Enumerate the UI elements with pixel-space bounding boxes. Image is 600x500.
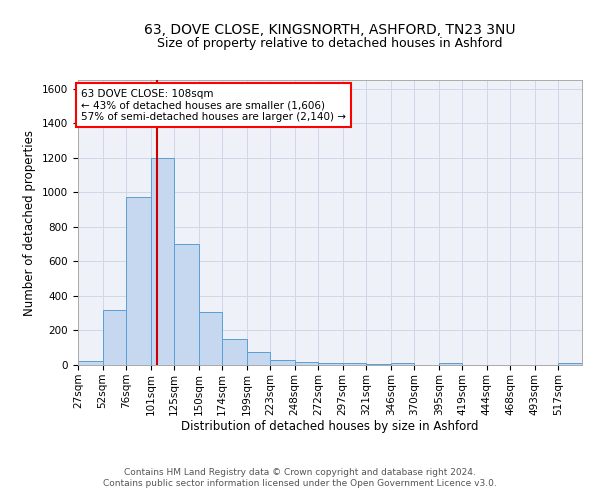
Bar xyxy=(126,198,151,365)
Y-axis label: Number of detached properties: Number of detached properties xyxy=(23,130,37,316)
Text: Size of property relative to detached houses in Ashford: Size of property relative to detached ho… xyxy=(157,38,503,51)
Bar xyxy=(247,352,270,365)
Bar xyxy=(199,312,222,365)
Bar xyxy=(343,364,366,365)
X-axis label: Distribution of detached houses by size in Ashford: Distribution of detached houses by size … xyxy=(181,420,479,434)
Bar xyxy=(151,158,174,365)
Bar xyxy=(270,360,295,365)
Bar xyxy=(222,338,247,365)
Bar xyxy=(366,364,391,365)
Bar xyxy=(295,362,318,365)
Bar xyxy=(103,310,126,365)
Bar xyxy=(439,363,463,365)
Bar xyxy=(391,363,415,365)
Text: 63, DOVE CLOSE, KINGSNORTH, ASHFORD, TN23 3NU: 63, DOVE CLOSE, KINGSNORTH, ASHFORD, TN2… xyxy=(144,22,516,36)
Bar xyxy=(78,360,103,365)
Bar xyxy=(559,363,582,365)
Text: 63 DOVE CLOSE: 108sqm
← 43% of detached houses are smaller (1,606)
57% of semi-d: 63 DOVE CLOSE: 108sqm ← 43% of detached … xyxy=(81,88,346,122)
Bar xyxy=(318,363,343,365)
Bar xyxy=(174,244,199,365)
Text: Contains HM Land Registry data © Crown copyright and database right 2024.
Contai: Contains HM Land Registry data © Crown c… xyxy=(103,468,497,487)
